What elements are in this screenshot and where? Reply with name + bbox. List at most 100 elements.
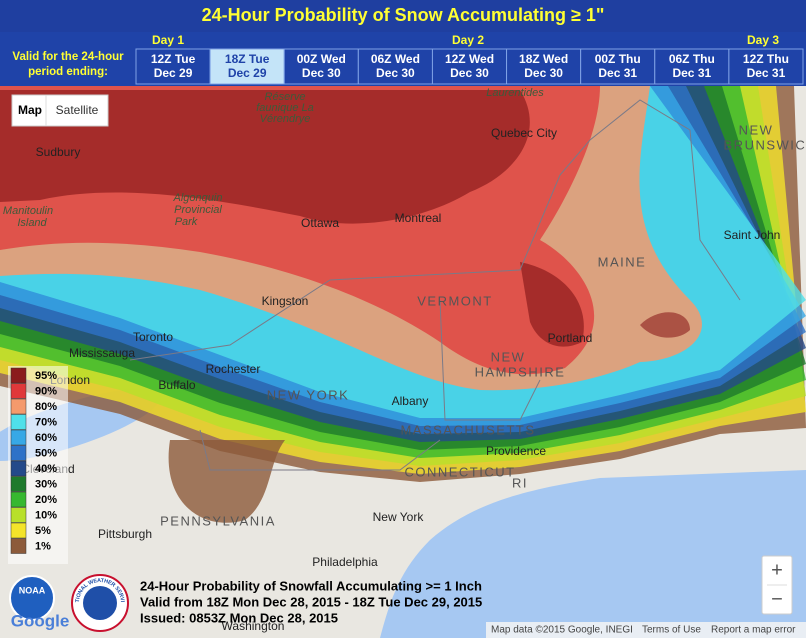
report-link[interactable]: Report a map error — [711, 625, 796, 636]
period-cell[interactable] — [357, 48, 433, 85]
period-cell[interactable] — [283, 48, 359, 85]
place-label: Ottawa — [301, 216, 339, 230]
period-time: 12Z Tue — [151, 52, 196, 66]
place-label: HAMPSHIRE — [475, 364, 566, 379]
place-label: MASSACHUSETTS — [400, 422, 535, 437]
legend-swatch — [10, 491, 27, 508]
period-date: Dec 30 — [376, 66, 415, 80]
period-cell[interactable] — [580, 48, 656, 85]
day-label: Day 1 — [152, 33, 184, 47]
place-label: RI — [512, 475, 528, 490]
place-label: Laurentides — [486, 87, 544, 99]
legend: 95% 90% 80% 70% 60% 50% 40% 30% 20% 10% 5% 1% — [8, 366, 68, 564]
satellite-button[interactable]: Satellite — [56, 103, 99, 117]
caption-line: Valid from 18Z Mon Dec 28, 2015 - 18Z Tu… — [140, 594, 482, 609]
caption-line: Issued: 0853Z Mon Dec 28, 2015 — [140, 610, 338, 625]
period-cell[interactable] — [431, 48, 508, 85]
place-label: Toronto — [133, 330, 173, 344]
title-bar — [0, 0, 806, 32]
place-label: Pittsburgh — [98, 527, 152, 541]
legend-label: 80% — [35, 401, 57, 413]
caption: 24-Hour Probability of Snowfall Accumula… — [140, 578, 482, 625]
valid-label: period ending: — [28, 66, 108, 78]
place-label: Kingston — [262, 294, 309, 308]
period-date: Dec 29 — [228, 66, 267, 80]
place-label: BRUNSWICK — [724, 137, 806, 152]
ocean — [380, 470, 806, 638]
map-button[interactable]: Map — [18, 103, 42, 117]
legend-swatch — [10, 522, 27, 539]
period-cell[interactable] — [209, 48, 285, 85]
band — [520, 262, 584, 347]
legend-label: 1% — [35, 540, 51, 552]
legend-label: 30% — [35, 478, 57, 490]
place-label: Rochester — [206, 362, 261, 376]
legend-label: 70% — [35, 416, 57, 428]
borders — [129, 99, 741, 471]
legend-label: 20% — [35, 494, 57, 506]
period-time: 18Z Tue — [225, 52, 270, 66]
legend-swatch — [10, 398, 27, 415]
band — [640, 312, 690, 338]
place-label: NEW — [739, 122, 774, 137]
day-label: Day 2 — [452, 33, 484, 47]
place-label: Manitoulin — [3, 205, 53, 217]
legend-label: 95% — [35, 370, 57, 382]
title: 24-Hour Probability of Snow Accumulating… — [202, 5, 605, 25]
period-time: 00Z Wed — [297, 52, 346, 66]
legend-swatch — [10, 367, 27, 384]
place-label: MAINE — [598, 254, 647, 269]
period-date: Dec 31 — [747, 66, 786, 80]
place-label: Saint John — [724, 228, 781, 242]
period-date: Dec 30 — [302, 66, 341, 80]
footer: Map data ©2015 Google, INEGI Terms of Us… — [486, 622, 806, 638]
place-label: PENNSYLVANIA — [160, 513, 276, 528]
place-label: Island — [17, 217, 47, 229]
period-date: Dec 30 — [524, 66, 563, 80]
place-label: Albany — [392, 394, 429, 408]
legend-label: 90% — [35, 385, 57, 397]
place-label: Sudbury — [36, 145, 81, 159]
place-label: Providence — [486, 444, 546, 458]
place-label: Quebec City — [491, 126, 557, 140]
legend-label: 5% — [35, 525, 51, 537]
period-date: Dec 30 — [450, 66, 489, 80]
map-data: Map data ©2015 Google, INEGI — [491, 625, 633, 636]
place-label: Washington — [222, 619, 285, 633]
legend-swatch — [10, 476, 27, 492]
period-cell[interactable] — [506, 48, 582, 85]
place-label: VERMONT — [417, 293, 493, 308]
header: 24-Hour Probability of Snow Accumulating… — [0, 0, 806, 86]
legend-label: 60% — [35, 432, 57, 444]
noaa-text: NOAA — [19, 585, 46, 595]
place-label: Montreal — [395, 211, 442, 225]
footer-bar — [486, 622, 806, 638]
period-cell[interactable] — [654, 48, 730, 85]
legend-swatch — [10, 538, 27, 554]
place-label: New York — [373, 510, 425, 524]
noaa-logo — [9, 575, 55, 621]
zoom-control: + − — [761, 555, 793, 615]
place-label: Buffalo — [158, 378, 195, 392]
place-label: faunique La — [256, 102, 314, 114]
valid-label: Valid for the 24-hour — [12, 51, 124, 63]
zoom-out[interactable]: − — [771, 588, 783, 610]
place-label: Vérendrye — [260, 113, 311, 125]
period-cell[interactable] — [728, 48, 804, 85]
period-date: Dec 29 — [154, 66, 193, 80]
legend-swatch — [10, 460, 27, 477]
legend-swatch — [10, 414, 27, 430]
legend-swatch — [10, 383, 27, 399]
zoom-in[interactable]: + — [771, 559, 783, 581]
terms-link[interactable]: Terms of Use — [642, 625, 701, 636]
band — [168, 440, 285, 523]
place-label: Park — [175, 216, 198, 228]
border — [439, 299, 541, 421]
google-logo: Google — [11, 611, 70, 630]
place-label: Philadelphia — [312, 555, 378, 569]
place-label: Portland — [548, 331, 593, 345]
nws-center — [83, 586, 117, 620]
